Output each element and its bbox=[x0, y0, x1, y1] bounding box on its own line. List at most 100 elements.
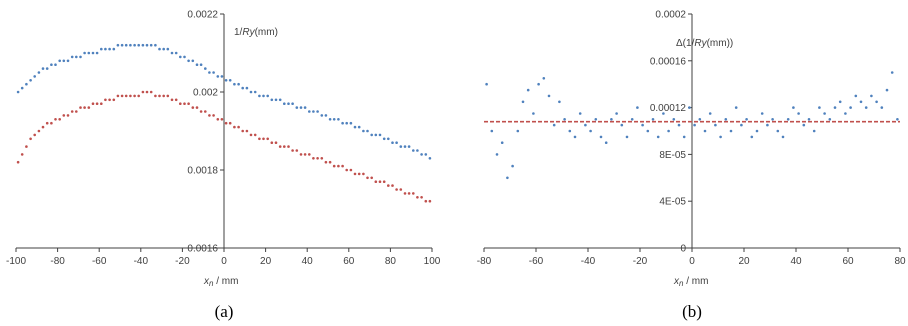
chart-a-series-2-point bbox=[195, 106, 199, 109]
chart-a-series-2-point bbox=[20, 153, 24, 156]
chart-b-series-1-point bbox=[781, 135, 785, 139]
chart-a-series-2-point bbox=[357, 172, 361, 176]
chart-b-series-1-point bbox=[755, 129, 759, 133]
chart-a-series-2-point bbox=[216, 118, 220, 121]
chart-b: 0 4E-05 8E-05 0.00012 0.00016 0.0002 -80 -60 -4… bbox=[477, 10, 906, 322]
chart-b-series-1-point bbox=[823, 112, 826, 115]
chart-a-series-1-point bbox=[50, 63, 53, 66]
chart-b-series-1-point bbox=[875, 100, 878, 104]
chart-a-series-2-point bbox=[41, 125, 45, 129]
chart-a-series-2-point bbox=[345, 168, 349, 172]
chart-a-series-2-point bbox=[374, 180, 378, 183]
chart-a-series-2-point bbox=[407, 192, 411, 195]
chart-a-series-2-point bbox=[387, 184, 390, 187]
chart-a-series-2-point bbox=[170, 98, 174, 102]
chart-a-series-2-point bbox=[320, 157, 324, 160]
chart-a-y-tick-label: 0.0022 bbox=[187, 10, 218, 21]
chart-a-series-1-point bbox=[62, 59, 66, 63]
chart-a-series-1-point bbox=[407, 145, 411, 148]
chart-b-series-1-point bbox=[880, 106, 884, 109]
chart-a-series-1-point bbox=[303, 106, 307, 109]
chart-a-series-1-point bbox=[382, 137, 386, 141]
chart-a-series-2-point bbox=[54, 118, 57, 121]
chart-b-y-tick-label: 0 bbox=[680, 244, 686, 255]
chart-a-series-1-point bbox=[366, 129, 369, 133]
chart-a-series-1-point bbox=[208, 71, 211, 74]
chart-b-series-1-point bbox=[734, 106, 738, 109]
chart-a-series-1-point bbox=[145, 43, 149, 47]
chart-a-series-2-point bbox=[112, 98, 116, 102]
chart-a-series-1-point bbox=[345, 121, 349, 125]
chart-a-series-2-point bbox=[283, 145, 286, 148]
chart-a-series-2-point bbox=[399, 188, 403, 191]
chart-a-panel-label: (a) bbox=[215, 302, 234, 321]
chart-a-x-tick-label: -60 bbox=[92, 256, 107, 267]
chart-a-series-1-point bbox=[158, 47, 161, 51]
chart-b-series-1-point bbox=[485, 82, 488, 86]
chart-a-series-1-point bbox=[100, 47, 103, 51]
chart-a-x-tick-labels: -100 -80 -60 -40 -20 0 20 40 60 80 100 bbox=[6, 256, 441, 267]
chart-b-series-1-point bbox=[818, 106, 821, 109]
chart-a-series-1-point bbox=[83, 51, 86, 55]
chart-b-series-1-point bbox=[688, 106, 691, 109]
chart-a-series-2-point bbox=[228, 121, 232, 125]
chart-a-series-1-point bbox=[378, 133, 382, 137]
chart-b-y-tick-label: 8E-05 bbox=[659, 150, 686, 161]
chart-a-series-2-point bbox=[278, 145, 282, 148]
chart-a-series-2-point bbox=[62, 114, 66, 117]
chart-a-x-tick-label: -80 bbox=[50, 256, 65, 267]
chart-b-series-1-point bbox=[838, 100, 842, 104]
chart-a-series-1-point bbox=[274, 98, 278, 102]
chart-b-series-1-point bbox=[521, 100, 525, 104]
chart-a-series-1-point bbox=[312, 110, 315, 113]
chart-a-series-2-point bbox=[382, 180, 386, 183]
chart-b-series-1-point bbox=[890, 71, 894, 74]
chart-b-series-1-point bbox=[594, 118, 598, 121]
chart-a-series-1-point bbox=[233, 82, 236, 86]
chart-a-series-2-point bbox=[149, 90, 153, 94]
chart-a-y-tick-label: 0.0016 bbox=[187, 244, 218, 255]
chart-b-x-tick-label: -20 bbox=[633, 256, 648, 267]
chart-a-series-2-point bbox=[328, 160, 332, 164]
chart-b-series-1-point bbox=[854, 94, 858, 98]
chart-b-y-tick-label: 0.00016 bbox=[650, 56, 687, 67]
chart-b-series-1-point bbox=[646, 129, 650, 133]
chart-a-series-1-point bbox=[291, 102, 294, 105]
chart-b-series-1-point bbox=[833, 106, 837, 109]
chart-a-series-1-point bbox=[266, 94, 270, 98]
chart-b-series-1-point bbox=[896, 118, 899, 121]
chart-b-series-1-point bbox=[703, 129, 707, 133]
chart-b-series-1-point bbox=[568, 129, 572, 133]
chart-a-series-2-point bbox=[104, 98, 107, 102]
chart-a-series-1-point bbox=[416, 149, 419, 152]
chart-a-series-1-point bbox=[58, 59, 61, 63]
chart-a-series-1-point bbox=[191, 59, 195, 63]
chart-a-series-2-point bbox=[337, 164, 340, 168]
chart-b-series-1-point bbox=[656, 135, 660, 139]
chart-a-series-2-point bbox=[145, 90, 149, 94]
chart-b-series-1-point bbox=[724, 118, 728, 121]
chart-a-series-1-point bbox=[357, 125, 361, 129]
chart-b-series-1-point bbox=[537, 82, 540, 86]
chart-a-series-2-point bbox=[316, 157, 319, 160]
chart-a-series-2-point bbox=[220, 118, 224, 121]
chart-a-series-2-point bbox=[324, 160, 328, 164]
chart-a-series-1-point bbox=[66, 59, 70, 63]
chart-a-series-1-point bbox=[75, 55, 78, 59]
chart-a-series-1-point bbox=[270, 98, 274, 102]
chart-a-series-2-point bbox=[29, 137, 32, 141]
chart-b-series-1-point bbox=[630, 118, 634, 121]
chart-b-series-1-point bbox=[760, 112, 764, 115]
chart-a-series-1-point bbox=[149, 43, 153, 47]
chart-a-series-2-point bbox=[162, 94, 165, 98]
chart-a-series-1-point bbox=[374, 133, 378, 137]
chart-b-series-1-point bbox=[542, 77, 546, 80]
chart-b-series-1-point bbox=[698, 118, 702, 121]
chart-a-series-1-point bbox=[249, 90, 253, 94]
chart-a-series-2-point bbox=[25, 145, 28, 148]
chart-a-series-1-point bbox=[216, 75, 220, 78]
chart-a-series-1-point bbox=[420, 153, 423, 156]
chart-b-series-1-point bbox=[719, 135, 722, 139]
chart-b-series-1-point bbox=[662, 112, 665, 115]
chart-a-series-2-point bbox=[37, 129, 41, 133]
